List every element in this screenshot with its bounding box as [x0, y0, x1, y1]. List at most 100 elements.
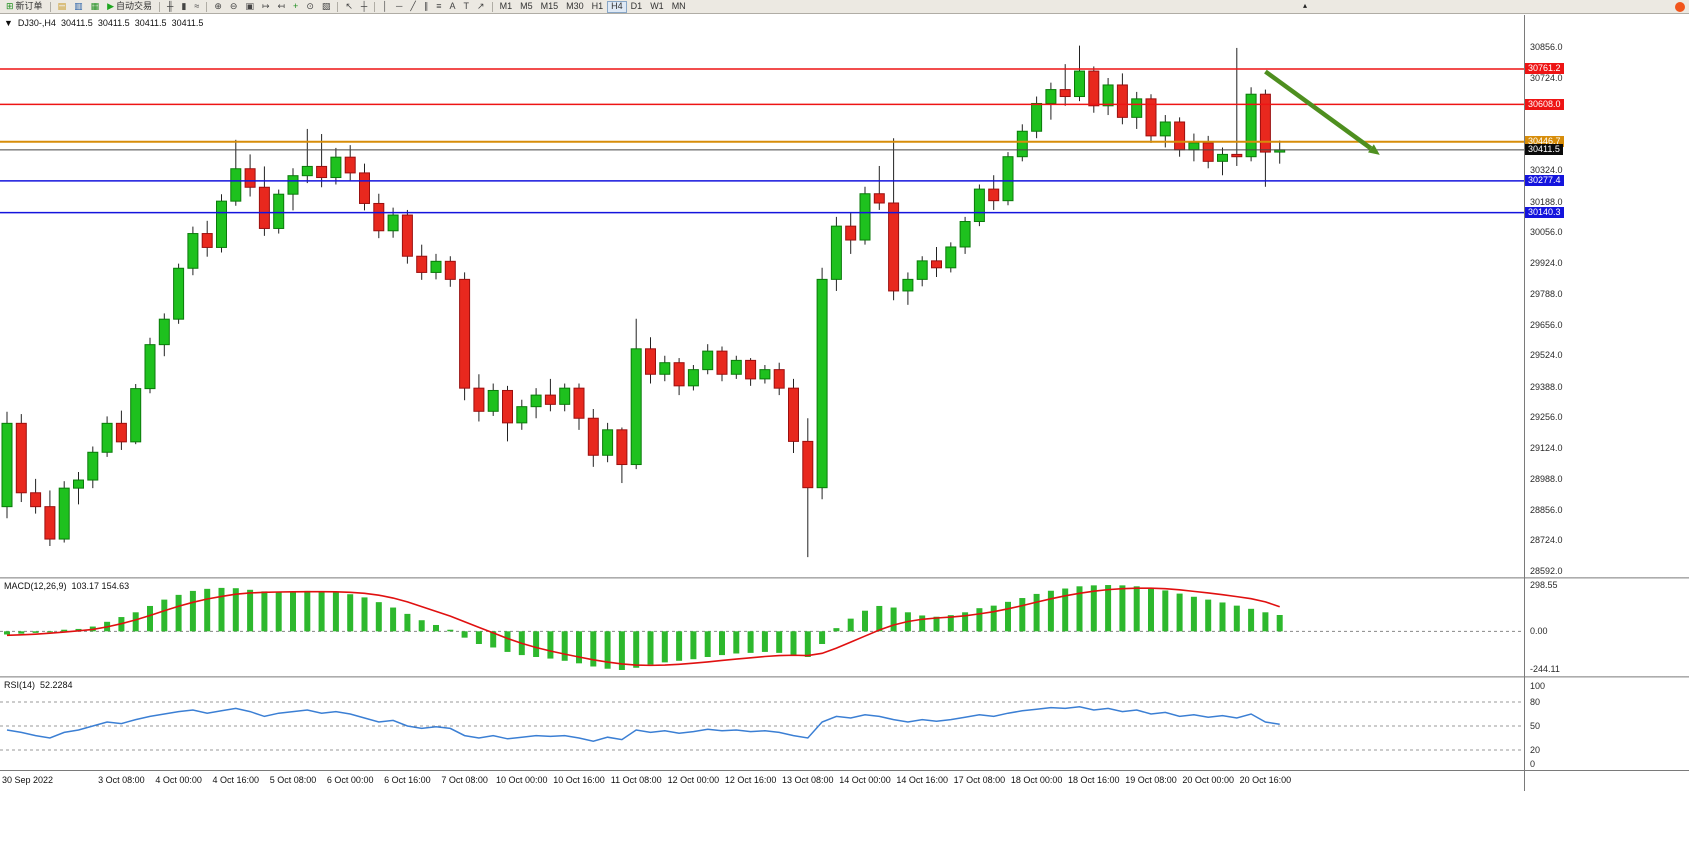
ohlc-collapse-icon[interactable]: ▼: [4, 18, 13, 28]
fibonacci-icon: ≡: [436, 1, 442, 11]
time-axis-label: 5 Oct 08:00: [269, 775, 317, 785]
macd-histogram-bar: [204, 588, 211, 632]
candle-body: [559, 387, 571, 405]
fibonacci-button[interactable]: ≡: [432, 1, 445, 13]
timeframe-m15-button[interactable]: M15: [537, 1, 563, 13]
price-axis-label: 29524.0: [1530, 350, 1563, 361]
candle-body: [1202, 142, 1214, 162]
autotrading-button-label: 自动交易: [116, 1, 153, 11]
price-chart[interactable]: [0, 14, 1524, 577]
candle-body: [373, 202, 385, 232]
price-axis-label: 29924.0: [1530, 257, 1563, 268]
candle-body: [859, 193, 871, 241]
periods-button[interactable]: ⊙: [302, 1, 318, 13]
candle-body: [115, 422, 127, 443]
new-order-button[interactable]: ⊞ 新订单: [2, 1, 47, 13]
candle-body: [1088, 70, 1100, 107]
price-axis[interactable]: 30856.0 30724.0 30324.0 30188.0 30056.0 29924…: [1524, 14, 1689, 577]
timeframe-w1-button[interactable]: W1: [646, 1, 668, 13]
price-axis-label: 30056.0: [1530, 227, 1563, 238]
zoom-in-button[interactable]: ⊕: [210, 1, 226, 13]
candle-body: [845, 225, 857, 241]
time-axis-label: 30 Sep 2022: [2, 775, 54, 785]
macd-histogram-bar: [1205, 599, 1212, 632]
chart-shift-button[interactable]: ↤: [274, 1, 290, 13]
panel-splitter[interactable]: [0, 577, 1689, 579]
timeframe-m30-button[interactable]: M30: [562, 1, 588, 13]
timeframe-mn-button-label: MN: [671, 1, 686, 11]
cursor-button[interactable]: ↖: [341, 1, 357, 13]
macd-histogram-bar: [175, 594, 182, 632]
navigator-button[interactable]: ▥: [70, 1, 87, 13]
line-chart-button[interactable]: ≈: [190, 1, 203, 13]
arrows-button[interactable]: ↗: [473, 1, 489, 13]
macd-label: MACD(12,26,9) 103.17 154.63: [4, 581, 129, 591]
candle-body: [816, 278, 828, 489]
candle-body: [616, 429, 628, 466]
candle-body: [1145, 98, 1157, 137]
candle-body: [902, 278, 914, 292]
candle-body: [101, 422, 113, 453]
time-axis-label: 4 Oct 00:00: [155, 775, 202, 785]
timeframe-mn-button[interactable]: MN: [668, 1, 690, 13]
macd-histogram-bar: [332, 592, 339, 632]
channel-button[interactable]: ∥: [420, 1, 433, 13]
arrow-object[interactable]: [1264, 69, 1373, 151]
candle-body: [173, 267, 185, 320]
candle-body: [244, 168, 256, 188]
candle-body: [416, 255, 428, 273]
macd-axis[interactable]: 298.55 0.00 -244.11: [1524, 579, 1689, 676]
text-label-button[interactable]: T: [460, 1, 474, 13]
templates-button[interactable]: ▧: [318, 1, 335, 13]
market-watch-button[interactable]: ▤: [54, 1, 71, 13]
macd-histogram-bar: [290, 591, 296, 632]
timeframe-h4-button[interactable]: H4: [607, 0, 627, 13]
vertical-line-button[interactable]: │: [378, 1, 392, 13]
timeframe-m5-button[interactable]: M5: [516, 1, 537, 13]
auto-scroll-icon: ↦: [261, 1, 270, 11]
price-axis-label: 29256.0: [1530, 412, 1563, 423]
macd-histogram-bar: [18, 631, 25, 634]
bar-chart-button[interactable]: ╫: [163, 1, 177, 13]
macd-histogram-bar: [404, 613, 411, 632]
vertical-line-icon: │: [382, 1, 388, 11]
autotrading-button[interactable]: ▶ 自动交易: [103, 1, 156, 13]
candle-body: [430, 260, 442, 273]
rsi-chart[interactable]: [0, 678, 1524, 770]
indicators-button[interactable]: +: [289, 1, 302, 13]
timeframe-m1-button-label: M1: [499, 1, 513, 11]
ohlc-readout: ▼ DJ30-,H4 30411.5 30411.5 30411.5 30411…: [4, 18, 204, 28]
timeframe-h4-button-label: H4: [611, 1, 623, 11]
macd-histogram-bar: [647, 631, 654, 665]
time-axis-label: 17 Oct 08:00: [953, 775, 1006, 785]
candle-body: [444, 260, 456, 280]
horizontal-line-button[interactable]: ─: [392, 1, 406, 13]
toolbar-overflow-icon[interactable]: ▴: [1303, 1, 1308, 10]
price-axis-label: 30856.0: [1530, 42, 1563, 52]
candlestick-icon: ▮: [181, 1, 187, 11]
terminal-button[interactable]: ▦: [87, 1, 104, 13]
macd-chart[interactable]: [0, 579, 1524, 676]
time-axis[interactable]: 30 Sep 2022 3 Oct 08:00 4 Oct 00:00 4 Oct 1…: [0, 770, 1689, 790]
macd-histogram-bar: [1076, 586, 1083, 632]
candlestick-chart-button[interactable]: ▮: [177, 1, 190, 13]
candle-body: [44, 506, 56, 540]
crosshair-button[interactable]: ┼: [357, 1, 371, 13]
rsi-axis[interactable]: 100 80 50 20 0: [1524, 678, 1689, 770]
macd-histogram-bar: [361, 597, 368, 632]
timeframe-h1-button[interactable]: H1: [588, 1, 608, 13]
auto-scroll-button[interactable]: ↦: [258, 1, 274, 13]
zoom-out-button[interactable]: ⊖: [226, 1, 242, 13]
panel-splitter[interactable]: [0, 676, 1689, 678]
status-indicator-icon: [1675, 2, 1685, 12]
text-button[interactable]: A: [446, 1, 460, 13]
arrow-object-head: [1367, 144, 1380, 155]
tile-windows-button[interactable]: ▣: [241, 1, 258, 13]
macd-histogram-bar: [1219, 602, 1226, 632]
candle-body: [216, 200, 227, 248]
candle-body: [659, 362, 671, 375]
timeframe-m1-button[interactable]: M1: [496, 1, 517, 13]
trendline-button[interactable]: ╱: [406, 1, 419, 13]
timeframe-d1-button[interactable]: D1: [627, 1, 647, 13]
candle-body: [888, 202, 900, 292]
